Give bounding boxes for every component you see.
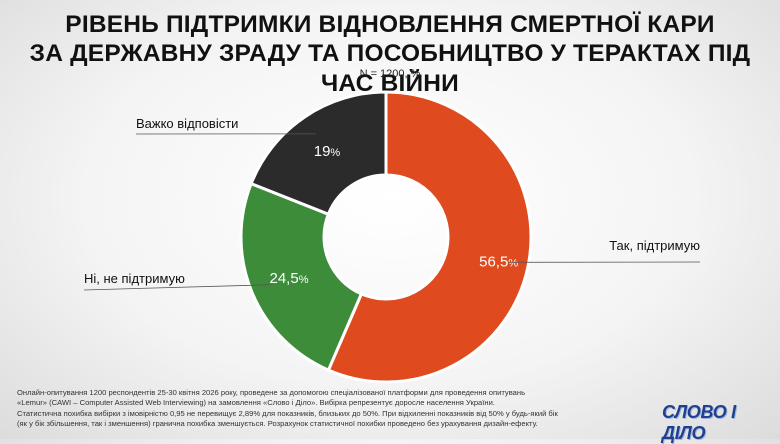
category-label: Важко відповісти (136, 116, 238, 131)
footnote-line: Статистична похибка вибірки з імовірніст… (17, 409, 577, 419)
methodology-footnote: Онлайн-опитування 1200 респондентів 25-3… (17, 388, 577, 429)
category-label: Ні, не підтримую (84, 271, 185, 286)
brand-logo: СЛОВО І ДІЛО (662, 402, 780, 444)
footnote-line: (як у бік збільшення, так і зменшення) г… (17, 419, 577, 429)
footnote-line: «Lemur» (CAWI – Computer Assisted Web In… (17, 398, 577, 408)
category-label: Так, підтримую (609, 238, 700, 253)
footnote-line: Онлайн-опитування 1200 респондентів 25-3… (17, 388, 577, 398)
